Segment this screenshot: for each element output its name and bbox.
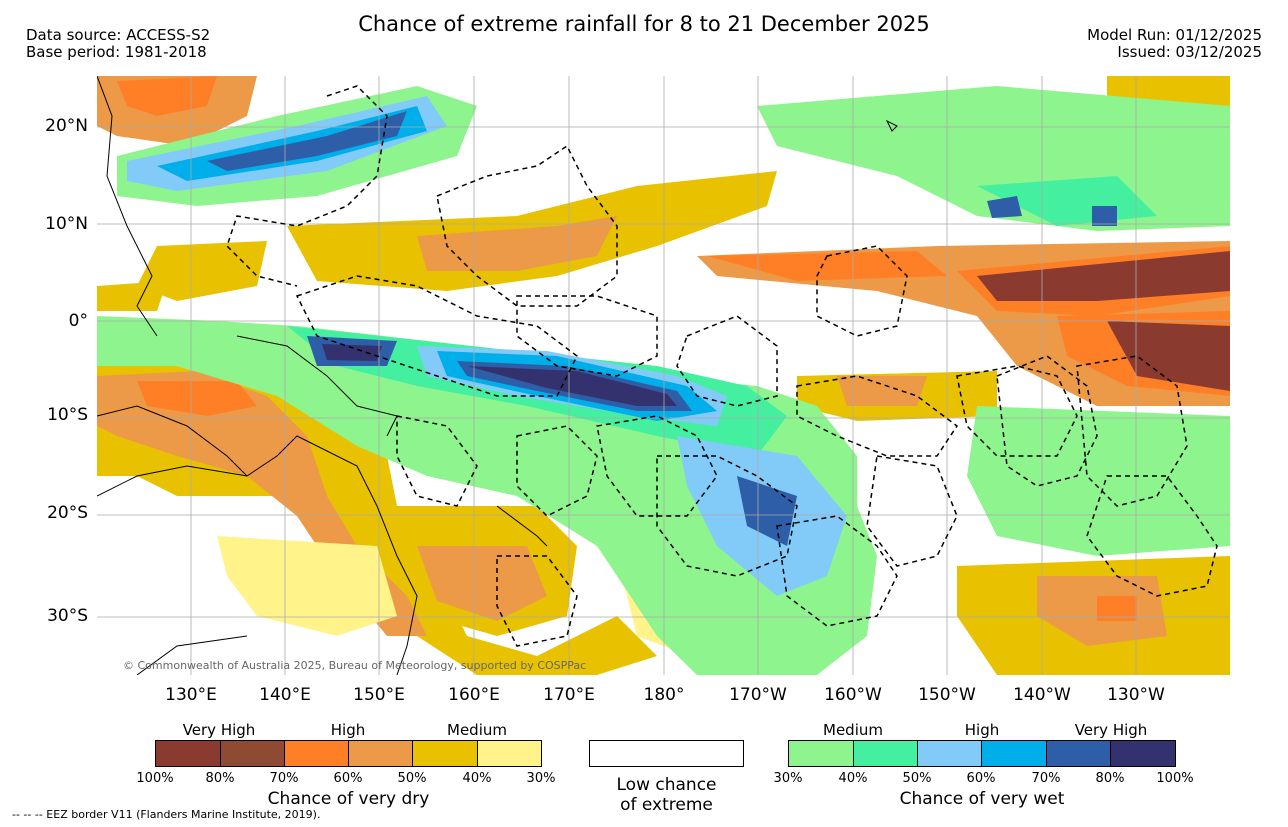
lat-label-30s: 30°S	[47, 606, 88, 626]
wet-tick: 100%	[1156, 771, 1194, 786]
low-chance-swatch	[589, 740, 744, 767]
eez-footnote: -- -- -- EEZ border V11 (Flanders Marine…	[12, 808, 321, 821]
dry-swatch-1	[155, 740, 221, 767]
model-run-info: Model Run: 01/12/2025 Issued: 03/12/2025	[1087, 27, 1262, 61]
eez-borders	[226, 85, 1218, 647]
wet-tick: 30%	[773, 771, 803, 786]
wet-category-very-high: Very High	[1074, 721, 1148, 739]
lon-label-130w: 130°W	[1107, 685, 1165, 705]
lon-label-160e: 160°E	[448, 685, 500, 705]
model-run: Model Run: 01/12/2025	[1087, 26, 1262, 44]
lat-label-20n: 20°N	[45, 116, 88, 136]
dry-regions	[97, 76, 1230, 675]
wet-swatch-2	[853, 740, 918, 767]
dry-swatch-6	[477, 740, 542, 767]
dry-swatch-4	[348, 740, 413, 767]
lon-label-140w: 140°W	[1013, 685, 1071, 705]
dry-category-high: High	[330, 721, 366, 739]
wet-swatch-3	[917, 740, 982, 767]
wet-tick: 50%	[902, 771, 932, 786]
wet-regions	[97, 86, 1230, 675]
wet-swatch-6	[1110, 740, 1176, 767]
dry-tick: 100%	[136, 771, 174, 786]
dry-tick: 30%	[526, 771, 556, 786]
dry-category-medium: Medium	[447, 721, 507, 739]
dry-tick: 40%	[462, 771, 492, 786]
lon-label-150w: 150°W	[918, 685, 976, 705]
lon-label-150e: 150°E	[353, 685, 405, 705]
lat-label-10s: 10°S	[47, 405, 88, 425]
rainfall-map	[97, 76, 1230, 675]
lon-label-170e: 170°E	[543, 685, 595, 705]
low-chance-line1: Low chance	[616, 775, 717, 795]
wet-swatch-1	[788, 740, 854, 767]
lat-label-equator: 0°	[68, 311, 88, 331]
issued-date: Issued: 03/12/2025	[1117, 43, 1262, 61]
dry-tick: 70%	[269, 771, 299, 786]
wet-tick: 40%	[838, 771, 868, 786]
wet-tick: 70%	[1031, 771, 1061, 786]
wet-swatch-4	[981, 740, 1047, 767]
wet-tick: 80%	[1095, 771, 1125, 786]
dry-swatch-3	[284, 740, 349, 767]
lat-label-10n: 10°N	[45, 214, 88, 234]
map-title: Chance of extreme rainfall for 8 to 21 D…	[358, 12, 930, 36]
low-chance-caption: Low chance of extreme	[589, 775, 744, 815]
data-source-info: Data source: ACCESS-S2 Base period: 1981…	[26, 27, 210, 61]
lon-label-170w: 170°W	[729, 685, 787, 705]
lon-label-130e: 130°E	[165, 685, 217, 705]
dry-tick: 50%	[397, 771, 427, 786]
lon-label-160w: 160°W	[824, 685, 882, 705]
copyright-notice: © Commonwealth of Australia 2025, Bureau…	[123, 659, 587, 672]
dry-category-very-high: Very High	[182, 721, 256, 739]
lon-label-140e: 140°E	[259, 685, 311, 705]
lat-label-20s: 20°S	[47, 503, 88, 523]
dry-legend-caption: Chance of very dry	[267, 789, 430, 809]
low-chance-line2: of extreme	[620, 795, 713, 815]
dry-swatch-2	[220, 740, 285, 767]
coastlines	[97, 76, 898, 675]
lon-label-180: 180°	[643, 685, 685, 705]
graticule	[97, 76, 1230, 675]
data-source: Data source: ACCESS-S2	[26, 26, 211, 44]
dry-tick: 60%	[333, 771, 363, 786]
wet-swatch-5	[1046, 740, 1111, 767]
base-period: Base period: 1981-2018	[26, 43, 207, 61]
wet-category-high: High	[964, 721, 1000, 739]
wet-category-medium: Medium	[823, 721, 883, 739]
dry-swatch-5	[412, 740, 478, 767]
wet-tick: 60%	[966, 771, 996, 786]
wet-legend-caption: Chance of very wet	[899, 789, 1065, 809]
dry-tick: 80%	[205, 771, 235, 786]
